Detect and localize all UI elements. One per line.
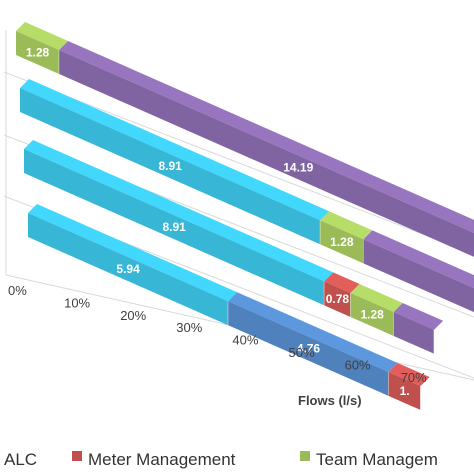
data-label: 1. — [400, 384, 410, 398]
legend-item: ALC — [4, 450, 37, 469]
bar-segment: 1.28 — [16, 22, 69, 75]
x-tick-label: 60% — [345, 357, 371, 372]
legend-item: Team Managem — [300, 450, 438, 469]
bar-segment-top — [59, 41, 474, 233]
legend-label: Team Managem — [316, 450, 438, 469]
bar-segment — [363, 230, 474, 313]
legend-swatch — [72, 451, 82, 461]
legend-item: Meter Management — [72, 450, 236, 469]
bar-segment-face — [393, 311, 435, 354]
data-label: 8.91 — [158, 159, 182, 173]
bar-segment: 8.91 — [20, 79, 330, 245]
x-tick-label: 20% — [120, 308, 146, 323]
bar-segment: 1.28 — [320, 211, 373, 264]
bar-segment: 1.28 — [350, 283, 403, 336]
bar-segment — [393, 302, 444, 354]
data-label: 1.28 — [26, 46, 50, 60]
legend-label: Meter Management — [88, 450, 236, 469]
x-tick-label: 50% — [289, 345, 315, 360]
bar-segment-top — [28, 204, 238, 302]
data-label: 8.91 — [162, 220, 186, 234]
bar-row: 5.94 4.76 1. — [28, 204, 430, 411]
bar-segment-face — [350, 292, 394, 336]
bar-segment-top — [320, 211, 373, 240]
bar-segment: 0.78 — [324, 272, 360, 317]
bar-segment-top — [393, 302, 444, 330]
bar-segment-top — [16, 22, 69, 51]
bar-segment: 8.91 — [24, 140, 334, 306]
bar-segment-top — [228, 292, 398, 372]
x-tick-label: 30% — [176, 320, 202, 335]
legend-swatch — [300, 451, 310, 461]
bar-segment-top — [324, 272, 360, 293]
bar-segment-face — [59, 50, 474, 257]
data-label: 5.94 — [116, 262, 140, 276]
bar-segment-face — [388, 371, 421, 411]
bar-segment-top — [350, 283, 403, 312]
gridline — [3, 71, 474, 255]
data-label: 0.78 — [326, 292, 350, 306]
bar-segment-face — [228, 301, 389, 396]
data-label: 14.19 — [283, 160, 313, 174]
bar-segment-face — [16, 31, 60, 75]
bar-segment: 5.94 — [28, 204, 238, 326]
data-label: 1.28 — [360, 307, 384, 321]
bar-segment-top — [24, 140, 334, 282]
legend: ALC Meter Management Team Managem — [4, 450, 438, 469]
bar-segment-face — [28, 213, 229, 326]
data-label: 1.28 — [330, 235, 354, 249]
x-axis-ticks: 0% 10% 20% 30% 40% 50% 60% 70% — [8, 283, 427, 385]
bar-row: 8.91 0.78 1.28 — [24, 140, 444, 354]
bar-segment-face — [24, 149, 325, 306]
x-tick-label: 70% — [401, 370, 427, 385]
x-tick-label: 0% — [8, 283, 27, 298]
bar-row: 1.28 14.19 — [16, 22, 474, 257]
data-label: 4.76 — [297, 342, 321, 356]
x-axis-title: Flows (l/s) — [298, 393, 362, 408]
bar-segment-top — [20, 79, 330, 221]
bar-row: 8.91 1.28 — [20, 79, 474, 313]
bars: 1.28 14.19 8.91 1.28 8.91 0.78 1.28 5.94 4.76 1. — [16, 22, 474, 411]
bar-segment: 1. — [388, 362, 430, 411]
x-tick-label: 40% — [232, 333, 258, 348]
bar-segment: 4.76 — [228, 292, 398, 396]
bar-segment-top — [363, 230, 474, 289]
bar-segment-face — [324, 281, 351, 317]
legend-label: ALC — [4, 450, 37, 469]
bar-segment-face — [320, 220, 364, 264]
x-tick-label: 10% — [64, 295, 90, 310]
bar-segment-face — [363, 239, 474, 313]
bar-segment: 14.19 — [59, 41, 474, 257]
bar-segment-face — [20, 88, 321, 245]
bar-segment-top — [388, 362, 430, 387]
